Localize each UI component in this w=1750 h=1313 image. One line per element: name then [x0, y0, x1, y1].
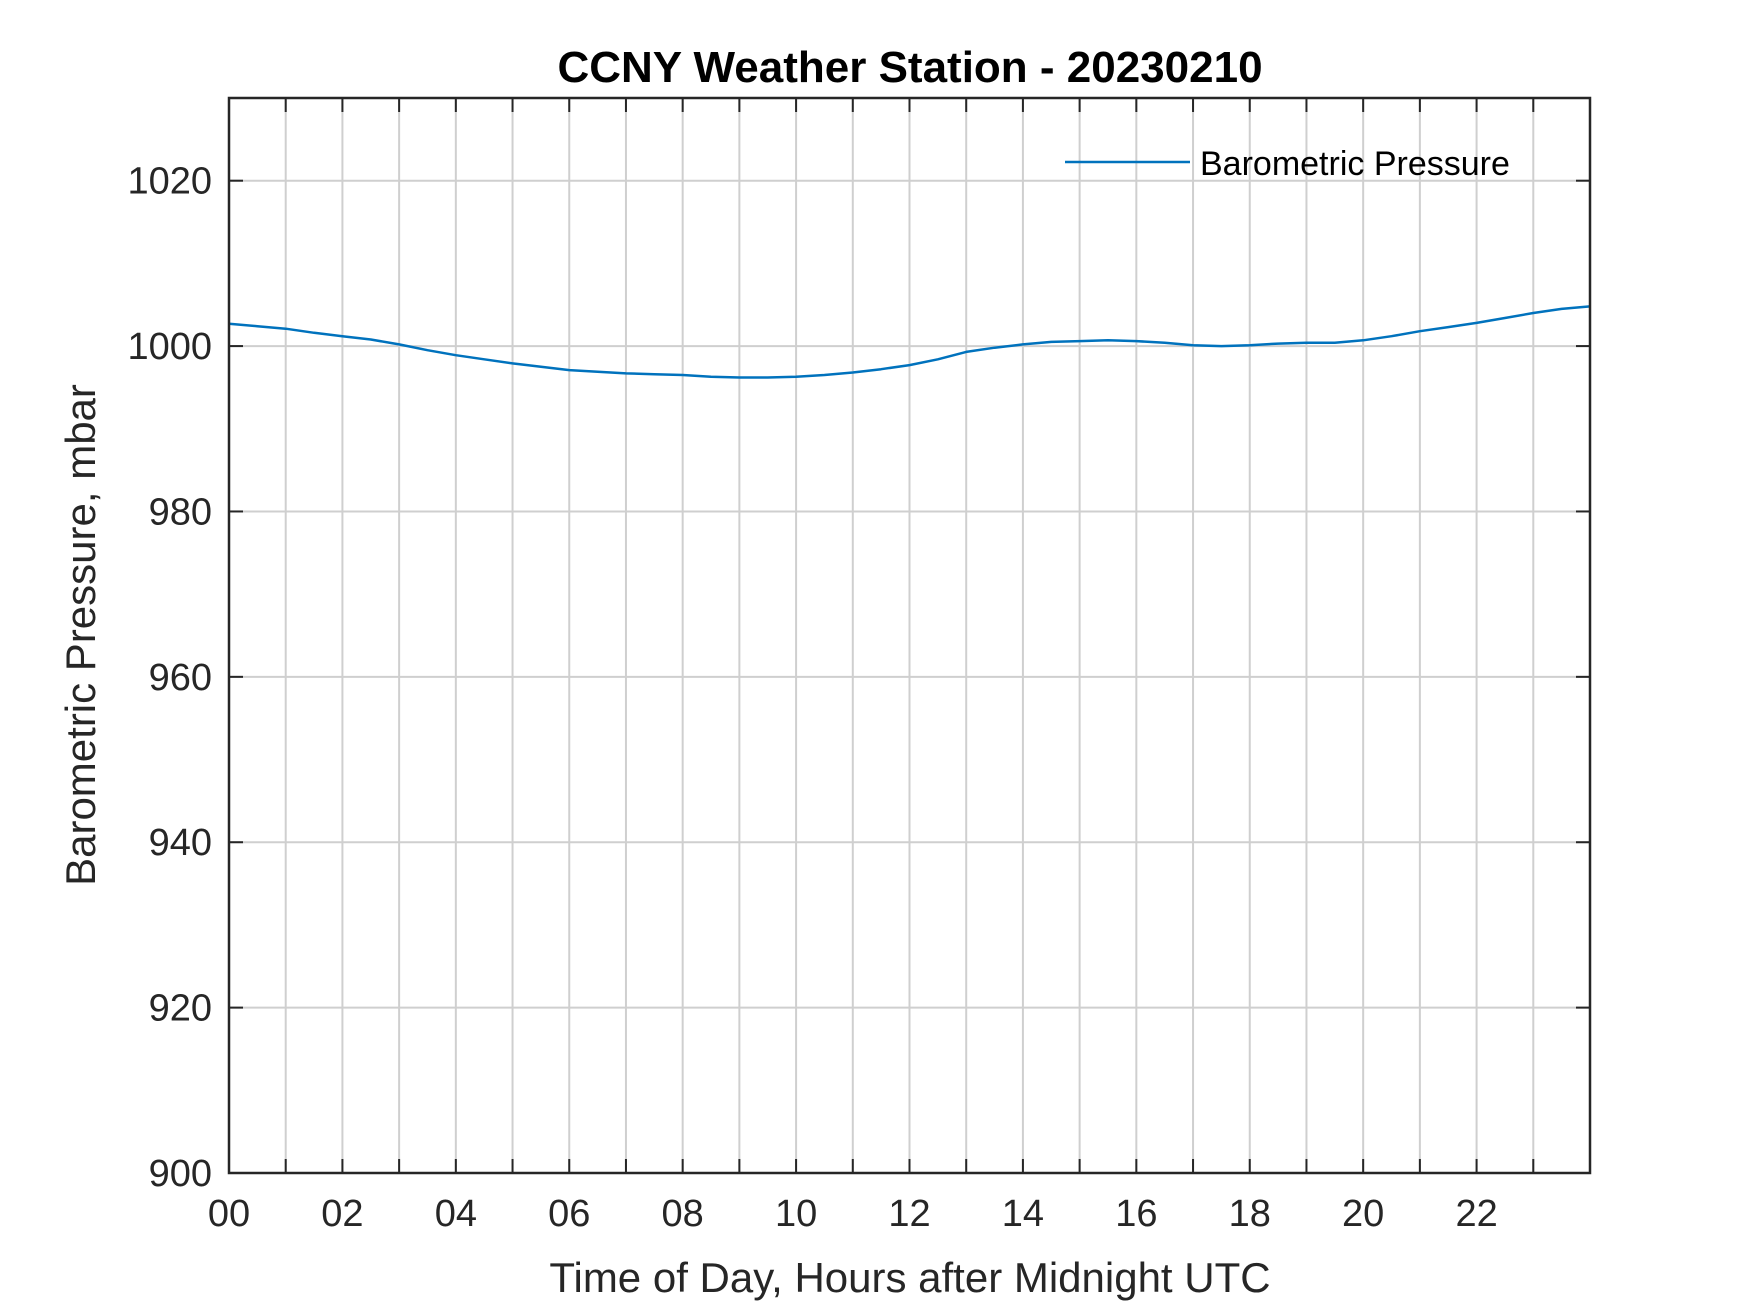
- y-tick-label: 920: [149, 988, 212, 1030]
- x-tick-label: 02: [321, 1193, 363, 1235]
- x-tick-label: 06: [548, 1193, 590, 1235]
- x-tick-label: 10: [775, 1193, 817, 1235]
- y-tick-label: 1020: [127, 161, 212, 203]
- x-tick-label: 16: [1115, 1193, 1157, 1235]
- legend: Barometric Pressure: [1065, 145, 1510, 183]
- y-tick-label: 1000: [127, 326, 212, 368]
- y-tick-label: 900: [149, 1153, 212, 1195]
- x-axis-label: Time of Day, Hours after Midnight UTC: [549, 1254, 1270, 1301]
- x-tick-label: 22: [1455, 1193, 1497, 1235]
- y-tick-labels: 900 920 940 960 980 1000 1020: [127, 161, 212, 1195]
- x-tick-label: 14: [1002, 1193, 1044, 1235]
- x-tick-labels: 00 02 04 06 08 10 12 14 16 18 20 22: [208, 1193, 1498, 1235]
- y-tick-label: 980: [149, 491, 212, 533]
- y-tick-label: 940: [149, 822, 212, 864]
- legend-label-barometric-pressure: Barometric Pressure: [1200, 145, 1510, 183]
- x-tick-label: 18: [1229, 1193, 1271, 1235]
- y-tick-label: 960: [149, 657, 212, 699]
- tick-marks: [228, 98, 1590, 1174]
- chart-title: CCNY Weather Station - 20230210: [557, 43, 1262, 92]
- series-line-barometric-pressure: [228, 305, 1591, 379]
- series-layer: [228, 305, 1591, 379]
- y-axis-label: Barometric Pressure, mbar: [57, 384, 104, 886]
- x-tick-label: 00: [208, 1193, 250, 1235]
- x-tick-label: 12: [888, 1193, 930, 1235]
- axes-box: [227, 96, 1592, 1175]
- x-tick-label: 04: [435, 1193, 477, 1235]
- x-tick-label: 20: [1342, 1193, 1384, 1235]
- x-tick-label: 08: [662, 1193, 704, 1235]
